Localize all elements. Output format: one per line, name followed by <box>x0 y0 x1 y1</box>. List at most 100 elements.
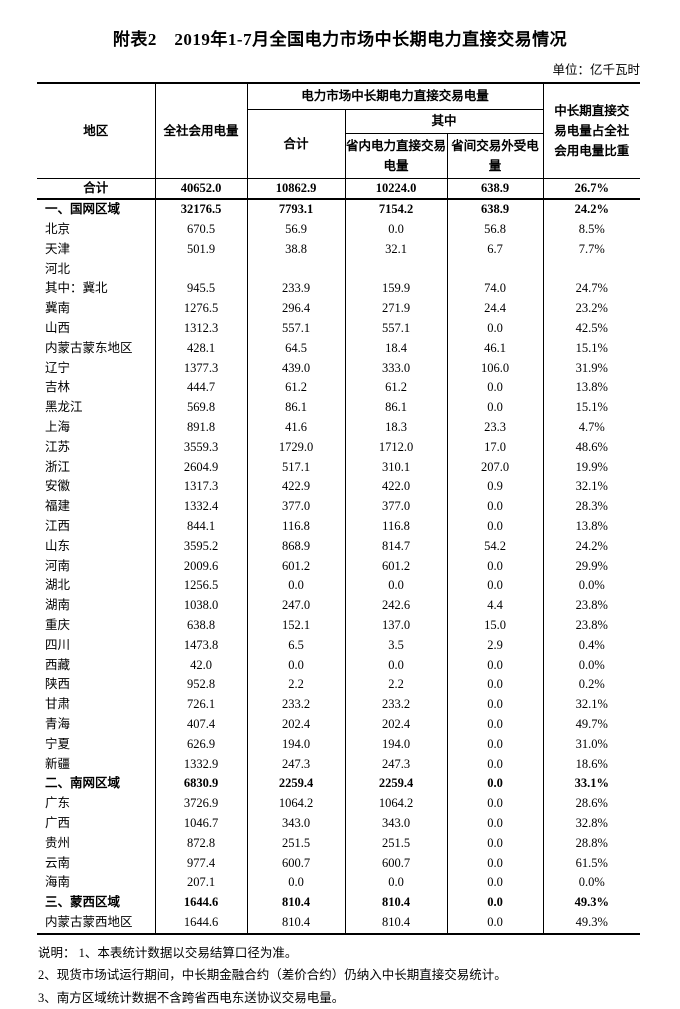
value-cell: 0.0 <box>446 893 544 913</box>
table-row: 青海 407.4 202.4 202.4 0.0 49.7% <box>37 715 641 735</box>
value-cell: 116.8 <box>344 517 447 537</box>
value-cell: 0.0 <box>344 220 447 240</box>
value-cell: 0.0 <box>446 497 544 518</box>
value-cell: 517.1 <box>246 457 345 478</box>
value-cell: 49.7% <box>542 715 641 735</box>
value-cell: 333.0 <box>344 358 447 379</box>
region-cell: 一、国网区域 <box>45 202 121 217</box>
header-inter-provincial: 省间交易外受电量 <box>446 133 544 179</box>
header-row-1: 地区 全社会用电量 电力市场中长期电力直接交易电量 中长期直接交易电量占全社会用… <box>37 83 641 179</box>
value-cell: 10862.9 <box>246 178 345 201</box>
region-cell: 山东 <box>45 538 71 553</box>
region-cell: 广东 <box>45 796 71 811</box>
value-cell: 0.9 <box>446 477 544 498</box>
value-cell: 15.1% <box>542 398 641 419</box>
region-cell: 内蒙古蒙东地区 <box>45 340 133 355</box>
value-cell: 61.5% <box>542 853 641 874</box>
value-cell: 6.7 <box>446 239 544 260</box>
value-cell: 844.1 <box>154 517 247 537</box>
value-cell: 17.0 <box>446 437 544 458</box>
value-cell: 726.1 <box>154 695 247 716</box>
table-row: 河北 <box>37 259 641 280</box>
header-among-which: 其中 <box>344 109 544 134</box>
value-cell: 28.8% <box>542 833 641 854</box>
value-cell: 116.8 <box>246 517 345 537</box>
value-cell: 41.6 <box>246 418 345 438</box>
region-cell: 重庆 <box>45 618 71 633</box>
value-cell: 810.4 <box>344 893 447 913</box>
value-cell: 6.5 <box>246 635 345 656</box>
value-cell: 422.9 <box>246 477 345 498</box>
table-row: 合计 40652.0 10862.9 10224.0 638.9 26.7% <box>37 178 641 201</box>
region-cell: 云南 <box>45 855 71 870</box>
value-cell: 0.0 <box>246 576 345 597</box>
note-line: 3、南方区域统计数据不含跨省西电东送协议交易电量。 <box>38 990 345 1005</box>
table-row: 河南 2009.6 601.2 601.2 0.0 29.9% <box>37 556 641 577</box>
value-cell: 872.8 <box>154 833 247 854</box>
region-cell: 福建 <box>45 499 71 514</box>
table-row: 吉林 444.7 61.2 61.2 0.0 13.8% <box>37 378 641 399</box>
header-share: 中长期直接交易电量占全社会用电量比重 <box>542 83 641 179</box>
value-cell: 0.0 <box>446 517 544 537</box>
note-line: 2、现货市场试运行期间，中长期金融合约（差价合约）仍纳入中长期直接交易统计。 <box>38 968 507 983</box>
value-cell: 0.0 <box>246 655 345 676</box>
value-cell: 0.0 <box>446 794 544 814</box>
notes-block: 说明： 1、本表统计数据以交易结算口径为准。 2、现货市场试运行期间，中长期金融… <box>38 942 680 1009</box>
table-row: 四川 1473.8 6.5 3.5 2.9 0.4% <box>37 635 641 656</box>
value-cell: 626.9 <box>154 734 247 755</box>
value-cell: 19.9% <box>542 457 641 478</box>
table-row: 浙江 2604.9 517.1 310.1 207.0 19.9% <box>37 457 641 478</box>
table-row: 云南 977.4 600.7 600.7 0.0 61.5% <box>37 853 641 874</box>
value-cell: 29.9% <box>542 556 641 577</box>
value-cell: 0.0 <box>344 576 447 597</box>
table-row: 重庆 638.8 152.1 137.0 15.0 23.8% <box>37 616 641 636</box>
header-row-2: 合计 其中 <box>37 109 640 179</box>
value-cell: 0.0 <box>446 814 544 834</box>
region-cell: 合计 <box>37 178 155 201</box>
region-cell: 吉林 <box>45 380 71 395</box>
value-cell: 0.2% <box>542 675 641 696</box>
table-header: 地区 全社会用电量 电力市场中长期电力直接交易电量 中长期直接交易电量占全社会用… <box>37 83 641 179</box>
value-cell: 49.3% <box>542 912 641 934</box>
table-row: 辽宁 1377.3 439.0 333.0 106.0 31.9% <box>37 358 641 379</box>
region-cell: 其中：冀北 <box>45 281 108 296</box>
region-cell: 北京 <box>45 222 71 237</box>
value-cell: 42.0 <box>154 655 247 676</box>
value-cell: 0.0 <box>446 715 544 735</box>
value-cell: 86.1 <box>246 398 345 419</box>
value-cell: 24.2% <box>542 536 641 557</box>
value-cell <box>246 259 345 280</box>
value-cell: 557.1 <box>344 319 447 339</box>
value-cell: 23.8% <box>542 616 641 636</box>
value-cell: 422.0 <box>344 477 447 498</box>
value-cell: 32.1% <box>542 477 641 498</box>
region-cell: 宁夏 <box>45 736 71 751</box>
value-cell: 32.8% <box>542 814 641 834</box>
value-cell: 23.2% <box>542 299 641 320</box>
region-cell: 四川 <box>45 637 71 652</box>
value-cell: 202.4 <box>246 715 345 735</box>
value-cell: 31.0% <box>542 734 641 755</box>
region-cell: 江苏 <box>45 439 71 454</box>
value-cell: 0.0 <box>446 675 544 696</box>
value-cell: 569.8 <box>154 398 247 419</box>
region-cell: 陕西 <box>45 677 71 692</box>
table-row: 北京 670.5 56.9 0.0 56.8 8.5% <box>37 220 641 240</box>
value-cell: 638.8 <box>154 616 247 636</box>
value-cell: 1332.9 <box>154 754 247 775</box>
region-cell: 山西 <box>45 321 71 336</box>
region-cell: 湖南 <box>45 598 71 613</box>
value-cell: 202.4 <box>344 715 447 735</box>
value-cell: 638.9 <box>446 199 544 221</box>
value-cell: 31.9% <box>542 358 641 379</box>
value-cell: 2.2 <box>344 675 447 696</box>
region-cell: 河南 <box>45 558 71 573</box>
value-cell: 2.9 <box>446 635 544 656</box>
value-cell: 600.7 <box>344 853 447 874</box>
value-cell: 2.2 <box>246 675 345 696</box>
table-row: 广西 1046.7 343.0 343.0 0.0 32.8% <box>37 814 641 834</box>
region-cell: 河北 <box>45 261 71 276</box>
value-cell: 194.0 <box>246 734 345 755</box>
table-row: 冀南 1276.5 296.4 271.9 24.4 23.2% <box>37 299 641 320</box>
